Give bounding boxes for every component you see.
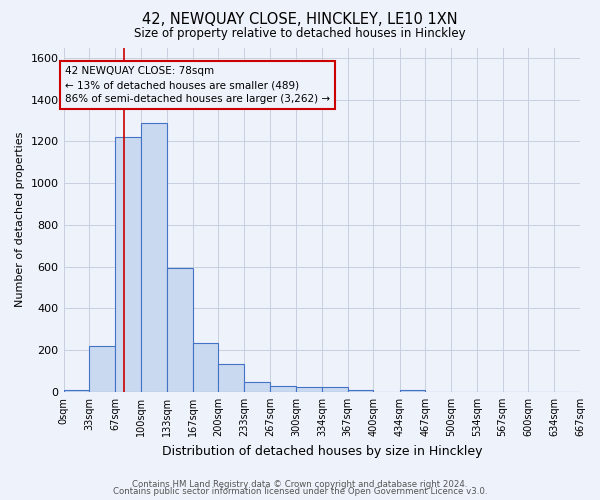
Bar bbox=[296, 388, 322, 392]
Bar bbox=[64, 390, 89, 392]
Text: 42, NEWQUAY CLOSE, HINCKLEY, LE10 1XN: 42, NEWQUAY CLOSE, HINCKLEY, LE10 1XN bbox=[142, 12, 458, 28]
Bar bbox=[400, 390, 425, 392]
Text: Size of property relative to detached houses in Hinckley: Size of property relative to detached ho… bbox=[134, 28, 466, 40]
Bar bbox=[322, 388, 348, 392]
Bar bbox=[89, 346, 115, 392]
Bar bbox=[141, 122, 167, 392]
Bar bbox=[115, 138, 141, 392]
Bar bbox=[218, 364, 244, 392]
Bar bbox=[270, 386, 296, 392]
Bar bbox=[348, 390, 373, 392]
Y-axis label: Number of detached properties: Number of detached properties bbox=[15, 132, 25, 308]
Text: 42 NEWQUAY CLOSE: 78sqm
← 13% of detached houses are smaller (489)
86% of semi-d: 42 NEWQUAY CLOSE: 78sqm ← 13% of detache… bbox=[65, 66, 330, 104]
Text: Contains public sector information licensed under the Open Government Licence v3: Contains public sector information licen… bbox=[113, 487, 487, 496]
Text: Contains HM Land Registry data © Crown copyright and database right 2024.: Contains HM Land Registry data © Crown c… bbox=[132, 480, 468, 489]
Bar bbox=[244, 382, 270, 392]
Bar bbox=[193, 343, 218, 392]
X-axis label: Distribution of detached houses by size in Hinckley: Distribution of detached houses by size … bbox=[161, 444, 482, 458]
Bar bbox=[167, 268, 193, 392]
